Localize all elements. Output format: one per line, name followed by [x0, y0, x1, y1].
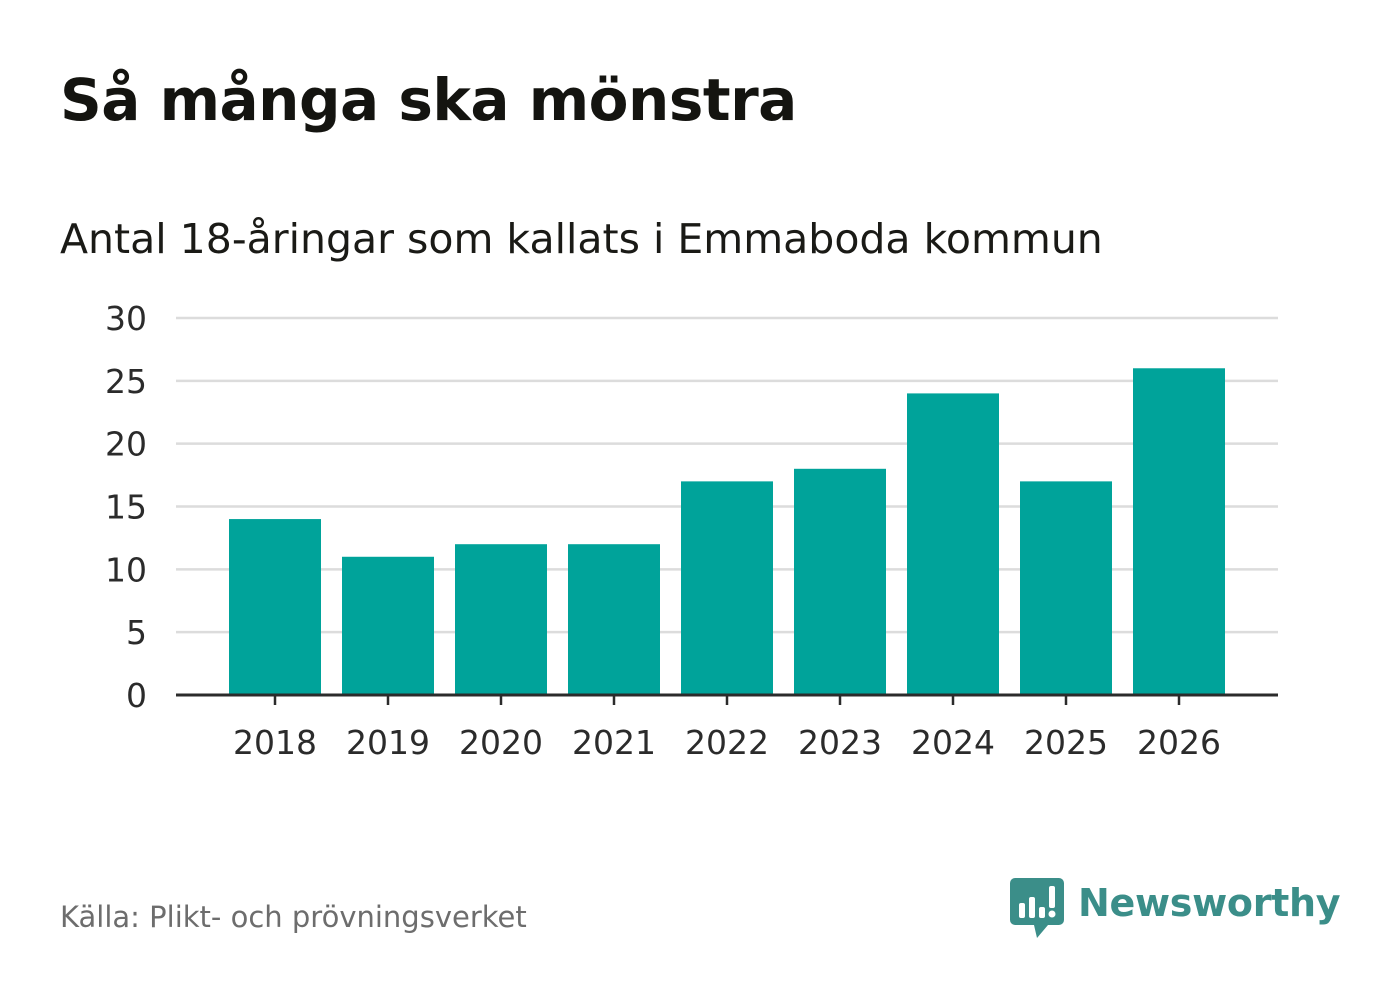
- bars: [229, 368, 1225, 695]
- y-tick-label-20: 20: [105, 425, 147, 464]
- x-axis: [176, 693, 1278, 705]
- bar-2020: [455, 544, 547, 695]
- bar-2026: [1133, 368, 1225, 695]
- y-tick-label-15: 15: [105, 488, 147, 527]
- y-tick-label-10: 10: [105, 550, 147, 589]
- x-tick-label-2020: 2020: [459, 723, 543, 762]
- bar-2025: [1020, 481, 1112, 695]
- chart-subtitle: Antal 18-åringar som kallats i Emmaboda …: [60, 215, 1103, 263]
- x-tick-label-2025: 2025: [1024, 723, 1108, 762]
- bar-2024: [907, 393, 999, 695]
- x-tick-label-2026: 2026: [1137, 723, 1221, 762]
- bar-2022: [681, 481, 773, 695]
- newsworthy-logo-icon: [1010, 878, 1064, 938]
- x-tick-label-2018: 2018: [233, 723, 317, 762]
- brand-name: Newsworthy: [1078, 881, 1341, 925]
- y-tick-label-30: 30: [105, 299, 147, 338]
- y-tick-label-0: 0: [126, 676, 147, 715]
- y-tick-label-5: 5: [126, 613, 147, 652]
- y-tick-label-25: 25: [105, 362, 147, 401]
- chart-title: Så många ska mönstra: [60, 66, 797, 134]
- x-tick-label-2023: 2023: [798, 723, 882, 762]
- bar-2023: [794, 468, 886, 695]
- x-tick-label-2019: 2019: [346, 723, 430, 762]
- x-tick-label-2022: 2022: [685, 723, 769, 762]
- source-note: Källa: Plikt- och prövningsverket: [60, 900, 527, 934]
- bar-2019: [342, 556, 434, 695]
- bar-2018: [229, 519, 321, 695]
- bar-2021: [568, 544, 660, 695]
- x-axis-labels: 2018 2019 2020 2021 2022 2023 2024 2025 2026: [233, 723, 1221, 762]
- y-axis-ticks: 0 5 10 15 20 25 30: [105, 299, 147, 715]
- x-tick-label-2021: 2021: [572, 723, 656, 762]
- x-tick-label-2024: 2024: [911, 723, 995, 762]
- newsworthy-brand[interactable]: Newsworthy: [1010, 878, 1341, 940]
